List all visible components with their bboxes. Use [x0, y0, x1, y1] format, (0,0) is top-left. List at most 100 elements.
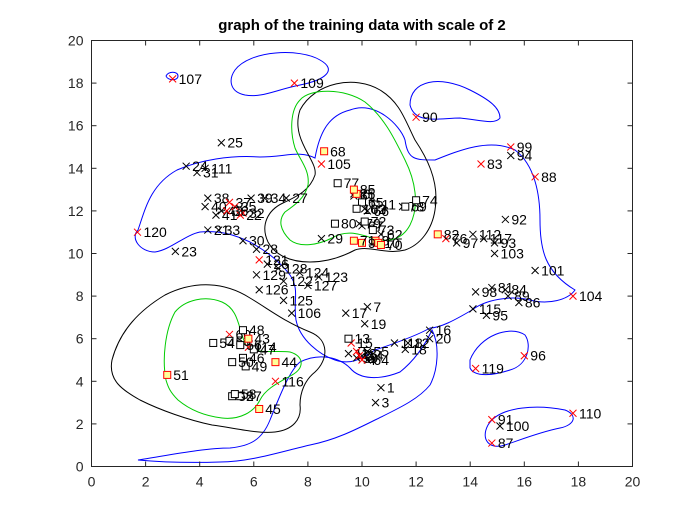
y-tick-label: 2	[76, 416, 84, 432]
data-point: 76	[442, 231, 468, 247]
point-label: 65	[368, 194, 384, 210]
data-point: 24	[182, 158, 208, 174]
point-label: 83	[487, 156, 503, 172]
data-point: 36	[222, 203, 249, 219]
square-marker	[349, 236, 358, 245]
point-label: 25	[227, 135, 243, 151]
x-marker	[203, 226, 212, 234]
x-marker	[425, 326, 434, 335]
x-marker	[496, 422, 504, 430]
x-marker	[425, 334, 434, 343]
point-label: 55	[373, 343, 389, 359]
data-point: 71	[349, 233, 376, 249]
blue-contour-107	[165, 71, 179, 81]
point-label: 105	[327, 156, 351, 172]
x-marker	[506, 143, 515, 151]
data-point: 111	[201, 160, 233, 176]
blue-contour-lower	[137, 328, 438, 463]
x-marker	[182, 162, 191, 171]
x-marker	[569, 292, 577, 300]
x-marker	[317, 160, 326, 168]
x-marker	[239, 236, 247, 245]
x-marker	[501, 215, 510, 224]
data-point: 44	[271, 354, 297, 370]
data-point: 98	[471, 284, 498, 300]
data-point: 30	[239, 233, 265, 249]
data-point: 86	[515, 294, 541, 310]
data-point: 120	[133, 224, 167, 240]
data-point: 25	[217, 135, 243, 151]
point-label: 128	[284, 260, 308, 276]
data-point: 3	[371, 395, 390, 411]
x-tick-label: 18	[571, 474, 587, 490]
data-point: 21	[203, 222, 230, 238]
point-label: 124	[306, 265, 330, 281]
data-point: 68	[320, 143, 346, 159]
point-label: 6	[363, 186, 371, 202]
data-point: 121	[255, 252, 289, 268]
x-marker	[515, 298, 523, 307]
point-label: 68	[330, 143, 346, 159]
square-marker	[320, 147, 329, 156]
point-label: 3	[382, 395, 390, 411]
point-label: 64	[373, 352, 389, 368]
y-tick-label: 20	[68, 33, 84, 49]
point-label: 37	[235, 194, 251, 210]
x-marker	[217, 138, 226, 147]
data-point: 31	[193, 165, 219, 181]
point-label: 15	[357, 335, 373, 351]
square-marker	[163, 370, 172, 379]
data-point: 107	[168, 71, 202, 87]
data-point: 32	[239, 205, 265, 221]
point-label: 129	[263, 267, 287, 283]
y-tick-label: 16	[68, 118, 84, 134]
x-marker	[520, 351, 529, 360]
data-points: 1371214161718192021232425262728293031333…	[133, 71, 603, 451]
data-point: 13	[344, 331, 370, 347]
point-label: 20	[436, 331, 452, 347]
x-marker	[469, 230, 477, 239]
x-tick-label: 14	[462, 474, 478, 490]
x-marker	[344, 349, 353, 358]
point-label: 100	[506, 418, 530, 434]
square-marker	[241, 362, 250, 371]
data-point: 38	[203, 190, 230, 206]
point-label: 33	[225, 222, 241, 238]
black-contour-center	[264, 81, 437, 263]
square-marker	[433, 230, 442, 239]
x-marker	[504, 292, 512, 300]
point-label: 58	[241, 386, 257, 402]
point-label: 116	[281, 373, 304, 389]
data-point: 46	[238, 350, 265, 366]
point-label: 48	[249, 322, 265, 338]
point-label: 86	[525, 294, 541, 310]
point-label: 98	[482, 284, 498, 300]
point-label: 7	[373, 299, 381, 315]
point-label: 9	[368, 235, 376, 251]
data-point: 2	[355, 348, 373, 364]
point-label: 47	[260, 341, 276, 357]
square-marker	[230, 390, 239, 399]
x-marker	[203, 194, 212, 202]
x-marker	[363, 302, 372, 311]
point-label: 14	[368, 348, 384, 364]
point-label: 92	[511, 211, 527, 227]
data-point: 110	[569, 405, 602, 421]
square-marker	[358, 238, 366, 247]
square-marker	[238, 353, 247, 362]
x-marker	[341, 309, 350, 317]
point-label: 74	[422, 192, 438, 208]
x-marker	[263, 260, 272, 269]
data-point: 35	[231, 199, 257, 215]
y-tick-label: 12	[68, 203, 84, 219]
black-contour-lower	[110, 284, 326, 433]
data-point: 118	[390, 335, 423, 351]
x-marker	[360, 319, 369, 328]
point-label: 110	[579, 405, 602, 421]
blue-contour-right-small	[469, 330, 529, 376]
data-point: 73	[368, 222, 395, 238]
data-point: 115	[469, 301, 501, 317]
data-point: 18	[401, 341, 427, 357]
point-label: 62	[387, 226, 403, 242]
